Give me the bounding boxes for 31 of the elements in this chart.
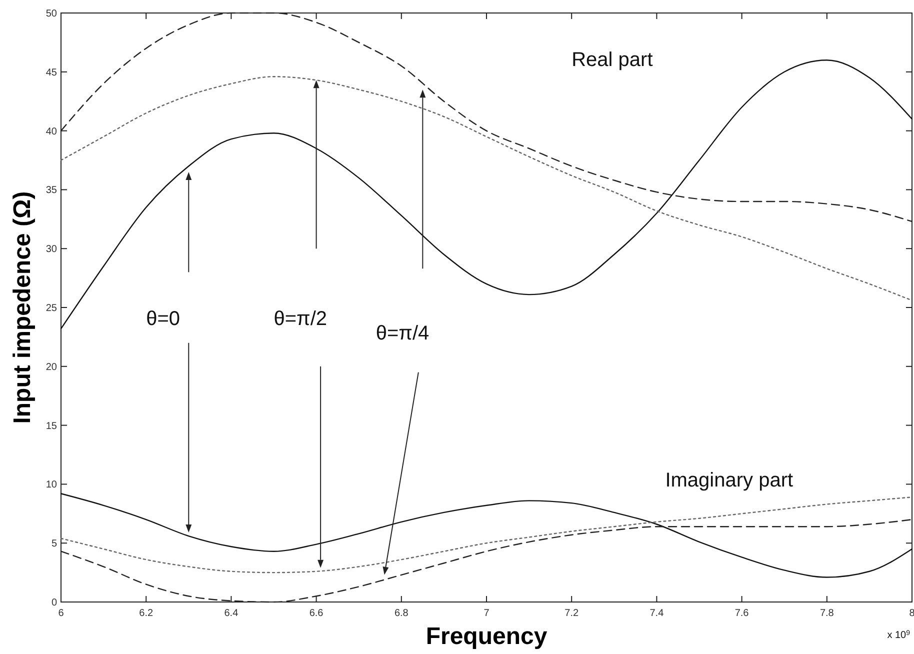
y-tick-label: 15 bbox=[46, 420, 58, 432]
y-tick-label: 40 bbox=[46, 126, 58, 138]
x-tick-label: 8 bbox=[909, 608, 914, 619]
text: x 10$^{9}$ bbox=[887, 630, 910, 641]
x-tick-label: 6.4 bbox=[224, 608, 239, 619]
x-tick-label: 6.6 bbox=[309, 608, 324, 619]
annotation: Imaginary part bbox=[665, 470, 794, 492]
y-tick-label: 50 bbox=[46, 8, 58, 20]
x-tick-label: 6.2 bbox=[139, 608, 154, 619]
x-axis-title: Frequency bbox=[426, 623, 548, 650]
x-tick-label: 7.8 bbox=[820, 608, 834, 619]
line-series bbox=[60, 76, 913, 302]
annotation: Real part bbox=[572, 49, 654, 72]
y-tick-label: 20 bbox=[46, 362, 58, 373]
annotation: θ=π/2 bbox=[274, 308, 328, 330]
y-tick-label: 10 bbox=[46, 480, 58, 491]
y-axis-title: Input impedence (Ω) bbox=[9, 191, 36, 424]
x-tick-label: 6 bbox=[58, 608, 64, 619]
y-tick-label: 25 bbox=[46, 303, 58, 314]
y-tick-label: 5 bbox=[51, 538, 58, 550]
x-tick-label: 7.2 bbox=[564, 608, 579, 619]
annotation: θ=0 bbox=[146, 308, 180, 330]
x-tick-label: 7.6 bbox=[734, 608, 750, 619]
y-tick-label: 30 bbox=[46, 244, 58, 256]
x-tick-label: 6.8 bbox=[394, 608, 409, 619]
annotation: θ=π/4 bbox=[376, 322, 430, 344]
y-tick-label: 0 bbox=[51, 598, 58, 608]
y-tick-label: 45 bbox=[46, 67, 58, 78]
x-tick-label: 7.4 bbox=[650, 608, 664, 619]
y-tick-label: 35 bbox=[46, 185, 58, 196]
x-tick-label: 7 bbox=[484, 608, 490, 619]
